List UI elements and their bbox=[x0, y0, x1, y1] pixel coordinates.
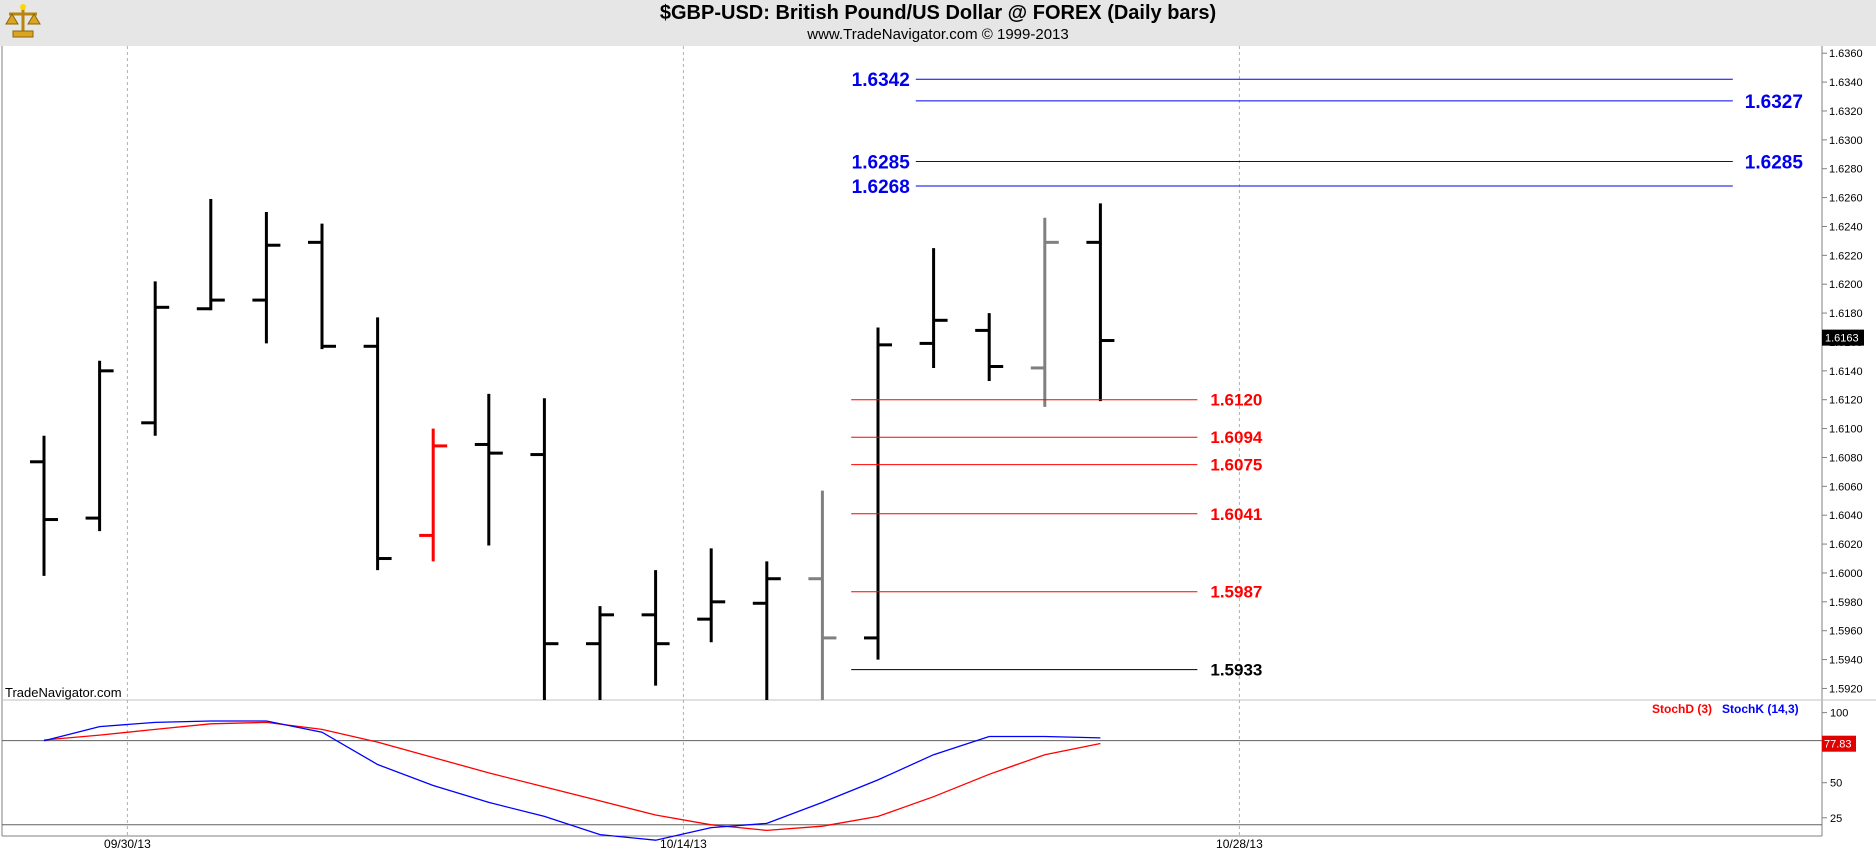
price-tick-label: 1.6100 bbox=[1829, 424, 1863, 436]
date-tick-label: 10/28/13 bbox=[1216, 837, 1263, 851]
resistance-label: 1.6342 bbox=[852, 70, 910, 91]
stoch-last-badge bbox=[1822, 735, 1856, 752]
stoch-series-line bbox=[43, 721, 1101, 832]
ohlc-bar bbox=[196, 199, 225, 311]
ohlc-bar bbox=[252, 212, 281, 344]
support-label: 1.6120 bbox=[1210, 391, 1262, 410]
ohlc-bar bbox=[864, 327, 892, 660]
ohlc-bar bbox=[586, 606, 614, 700]
ohlc-bar bbox=[85, 360, 114, 532]
ohlc-bar bbox=[975, 313, 1004, 381]
support-label: 1.6075 bbox=[1210, 456, 1262, 475]
support-resistance-lines: 1.6342 1.6327 1.6285 1.6285 1.6268 1.6120 1.60… bbox=[851, 70, 1804, 680]
ohlc-bar bbox=[363, 317, 392, 571]
ohlc-bar bbox=[141, 281, 170, 436]
price-tick-label: 1.6200 bbox=[1829, 279, 1863, 291]
legend-stochd: StochD (3) bbox=[1652, 702, 1712, 716]
price-tick-label: 1.6340 bbox=[1829, 77, 1863, 89]
stoch-tick-label: 50 bbox=[1830, 778, 1842, 790]
price-tick-label: 1.6000 bbox=[1829, 568, 1863, 580]
ohlc-bar bbox=[530, 398, 559, 700]
x-axis: 09/30/13 10/14/13 10/28/13 bbox=[104, 837, 1263, 851]
price-bars bbox=[30, 199, 1115, 700]
price-tick-label: 1.6220 bbox=[1829, 250, 1863, 262]
stoch-last-label: 77.83 bbox=[1824, 739, 1852, 751]
stoch-tick-label: 25 bbox=[1830, 813, 1842, 825]
ohlc-bar bbox=[30, 435, 58, 576]
ohlc-bar bbox=[697, 548, 726, 643]
last-price-badge bbox=[1822, 329, 1864, 346]
price-tick-label: 1.6280 bbox=[1829, 164, 1863, 176]
y-axis: 1.6360 1.6340 1.6320 1.6300 1.6280 1.6260 1.62… bbox=[1822, 48, 1864, 695]
price-tick-label: 1.6120 bbox=[1829, 395, 1863, 407]
chart-header bbox=[0, 0, 1876, 46]
watermark: TradeNavigator.com bbox=[5, 685, 122, 700]
support-label: 1.6094 bbox=[1210, 428, 1263, 447]
price-tick-label: 1.6360 bbox=[1829, 48, 1863, 60]
price-tick-label: 1.6300 bbox=[1829, 135, 1863, 147]
trade-navigator-logo-icon bbox=[5, 4, 41, 38]
price-tick-label: 1.6240 bbox=[1829, 221, 1863, 233]
price-tick-label: 1.6020 bbox=[1829, 539, 1863, 551]
last-price-label: 1.6163 bbox=[1825, 333, 1859, 345]
ohlc-bar bbox=[474, 393, 503, 546]
stoch-tick-label: 100 bbox=[1830, 708, 1848, 720]
price-tick-label: 1.6080 bbox=[1829, 452, 1863, 464]
stoch-series-line bbox=[43, 720, 1101, 841]
ohlc-bar bbox=[752, 561, 781, 700]
resistance-label: 1.6327 bbox=[1745, 92, 1803, 113]
grid bbox=[1, 46, 1876, 837]
ohlc-bar bbox=[919, 248, 948, 368]
price-tick-label: 1.5980 bbox=[1829, 597, 1863, 609]
price-tick-label: 1.5920 bbox=[1829, 683, 1863, 695]
ohlc-bar bbox=[1030, 217, 1059, 407]
price-tick-label: 1.6180 bbox=[1829, 308, 1863, 320]
date-tick-label: 09/30/13 bbox=[104, 837, 151, 851]
price-tick-label: 1.6320 bbox=[1829, 106, 1863, 118]
ohlc-bar bbox=[308, 223, 336, 350]
ohlc-bar bbox=[419, 428, 448, 562]
resistance-label: 1.6285 bbox=[852, 152, 911, 173]
resistance-label: 1.6268 bbox=[852, 177, 910, 198]
ohlc-bar bbox=[641, 570, 670, 686]
price-tick-label: 1.5940 bbox=[1829, 655, 1863, 667]
support-label: 1.5987 bbox=[1210, 583, 1262, 602]
price-tick-label: 1.6060 bbox=[1829, 481, 1863, 493]
resistance-label: 1.6285 bbox=[1745, 152, 1804, 173]
price-tick-label: 1.6260 bbox=[1829, 193, 1863, 205]
price-tick-label: 1.6040 bbox=[1829, 510, 1863, 522]
chart-subtitle: www.TradeNavigator.com © 1999-2013 bbox=[807, 26, 1069, 43]
date-tick-label: 10/14/13 bbox=[660, 837, 707, 851]
price-tick-label: 1.5960 bbox=[1829, 626, 1863, 638]
support-label: 1.5933 bbox=[1210, 661, 1262, 680]
chart-title: $GBP-USD: British Pound/US Dollar @ FORE… bbox=[659, 2, 1217, 24]
ohlc-bar bbox=[1086, 203, 1115, 402]
price-tick-label: 1.6140 bbox=[1829, 366, 1863, 378]
ohlc-bar bbox=[808, 490, 837, 700]
legend-stochk: StochK (14,3) bbox=[1722, 702, 1799, 716]
support-label: 1.6041 bbox=[1210, 505, 1262, 524]
stoch-panel: 100755025StochD (3)StochK (14,3)77.83 bbox=[2, 702, 1856, 841]
